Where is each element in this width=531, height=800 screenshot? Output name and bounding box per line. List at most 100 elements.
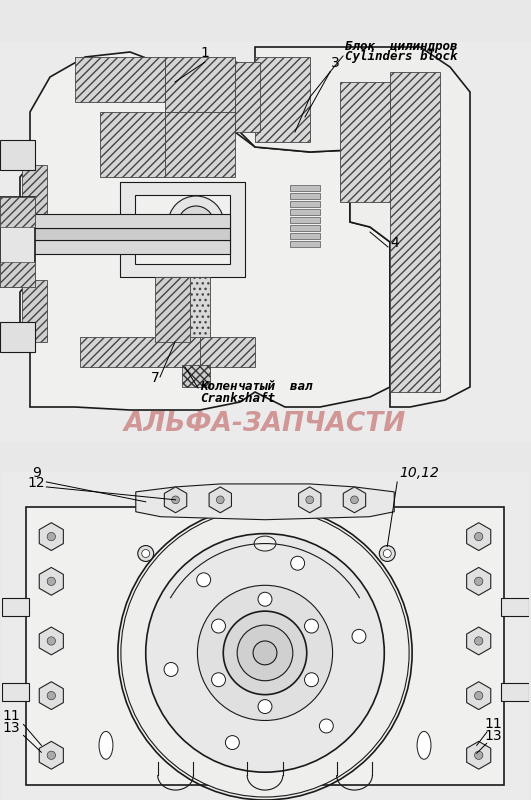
Circle shape (475, 691, 483, 700)
Circle shape (217, 496, 224, 504)
Circle shape (475, 637, 483, 645)
Polygon shape (298, 487, 321, 513)
Circle shape (290, 556, 305, 570)
Circle shape (253, 641, 277, 665)
Polygon shape (39, 742, 63, 769)
Circle shape (475, 751, 483, 759)
Text: 12: 12 (28, 476, 45, 490)
Polygon shape (136, 484, 394, 520)
Circle shape (211, 673, 226, 686)
Bar (30, 214, 230, 228)
Bar (290, 233, 320, 239)
Bar (290, 185, 320, 191)
Polygon shape (39, 627, 63, 655)
Circle shape (383, 550, 391, 558)
Text: Crankshaft: Crankshaft (200, 392, 275, 405)
Circle shape (379, 546, 395, 562)
Bar (290, 225, 320, 231)
Bar (182, 365, 210, 387)
Bar (2, 682, 29, 701)
Polygon shape (39, 567, 63, 595)
Text: 11: 11 (3, 710, 20, 723)
Circle shape (138, 546, 153, 562)
Bar (390, 72, 440, 392)
Circle shape (142, 550, 150, 558)
Polygon shape (209, 487, 232, 513)
Bar (0, 197, 35, 287)
Circle shape (198, 586, 332, 721)
Bar (120, 182, 150, 277)
Bar (215, 182, 245, 277)
Text: 7: 7 (151, 371, 159, 385)
Circle shape (319, 719, 333, 733)
Polygon shape (467, 682, 491, 710)
Polygon shape (39, 522, 63, 550)
Circle shape (350, 496, 358, 504)
Bar (290, 241, 320, 247)
Bar (135, 195, 230, 264)
Circle shape (211, 619, 226, 633)
Ellipse shape (417, 731, 431, 759)
Bar (340, 82, 390, 202)
Text: 3: 3 (331, 56, 339, 70)
Text: 13: 13 (3, 722, 20, 735)
Bar (200, 337, 255, 367)
Bar (290, 217, 320, 223)
Bar (0, 197, 35, 227)
Bar (0, 140, 35, 170)
Text: 9: 9 (32, 466, 41, 480)
Circle shape (475, 577, 483, 586)
Circle shape (47, 637, 55, 645)
Circle shape (304, 619, 319, 633)
Bar (22, 165, 47, 215)
Circle shape (47, 533, 55, 541)
Bar (30, 228, 230, 240)
Bar (0, 322, 35, 352)
Bar (80, 337, 200, 367)
Circle shape (226, 736, 239, 750)
Polygon shape (343, 487, 366, 513)
Circle shape (223, 611, 307, 694)
Bar (182, 277, 210, 342)
Bar (27, 506, 503, 785)
Bar (165, 112, 235, 177)
Polygon shape (20, 52, 390, 410)
Text: Коленчатый  вал: Коленчатый вал (200, 380, 313, 393)
Circle shape (178, 206, 214, 242)
Bar (501, 598, 529, 616)
Text: Блок  цилиндров: Блок цилиндров (345, 40, 458, 53)
Text: 1: 1 (201, 46, 209, 60)
Bar (30, 240, 230, 254)
Polygon shape (467, 522, 491, 550)
Circle shape (47, 577, 55, 586)
Bar (75, 57, 165, 102)
Polygon shape (467, 742, 491, 769)
Circle shape (237, 625, 293, 681)
Polygon shape (39, 682, 63, 710)
Circle shape (172, 496, 179, 504)
Bar (255, 57, 310, 142)
Circle shape (258, 592, 272, 606)
Bar (2, 598, 29, 616)
Circle shape (188, 216, 204, 232)
Circle shape (196, 573, 211, 586)
Circle shape (258, 700, 272, 714)
Bar (235, 62, 260, 132)
Text: 13: 13 (485, 730, 502, 743)
Circle shape (47, 691, 55, 700)
Bar (501, 682, 529, 701)
Bar (120, 182, 245, 277)
Bar (100, 112, 165, 177)
Ellipse shape (254, 536, 276, 551)
Polygon shape (467, 567, 491, 595)
Circle shape (164, 662, 178, 677)
Circle shape (304, 673, 319, 686)
Bar (165, 57, 235, 112)
Text: Cylinders block: Cylinders block (345, 50, 458, 63)
Bar (155, 277, 190, 342)
Text: 10,12: 10,12 (399, 466, 439, 480)
Polygon shape (165, 487, 187, 513)
Circle shape (121, 509, 409, 797)
Bar (290, 209, 320, 215)
Circle shape (47, 751, 55, 759)
